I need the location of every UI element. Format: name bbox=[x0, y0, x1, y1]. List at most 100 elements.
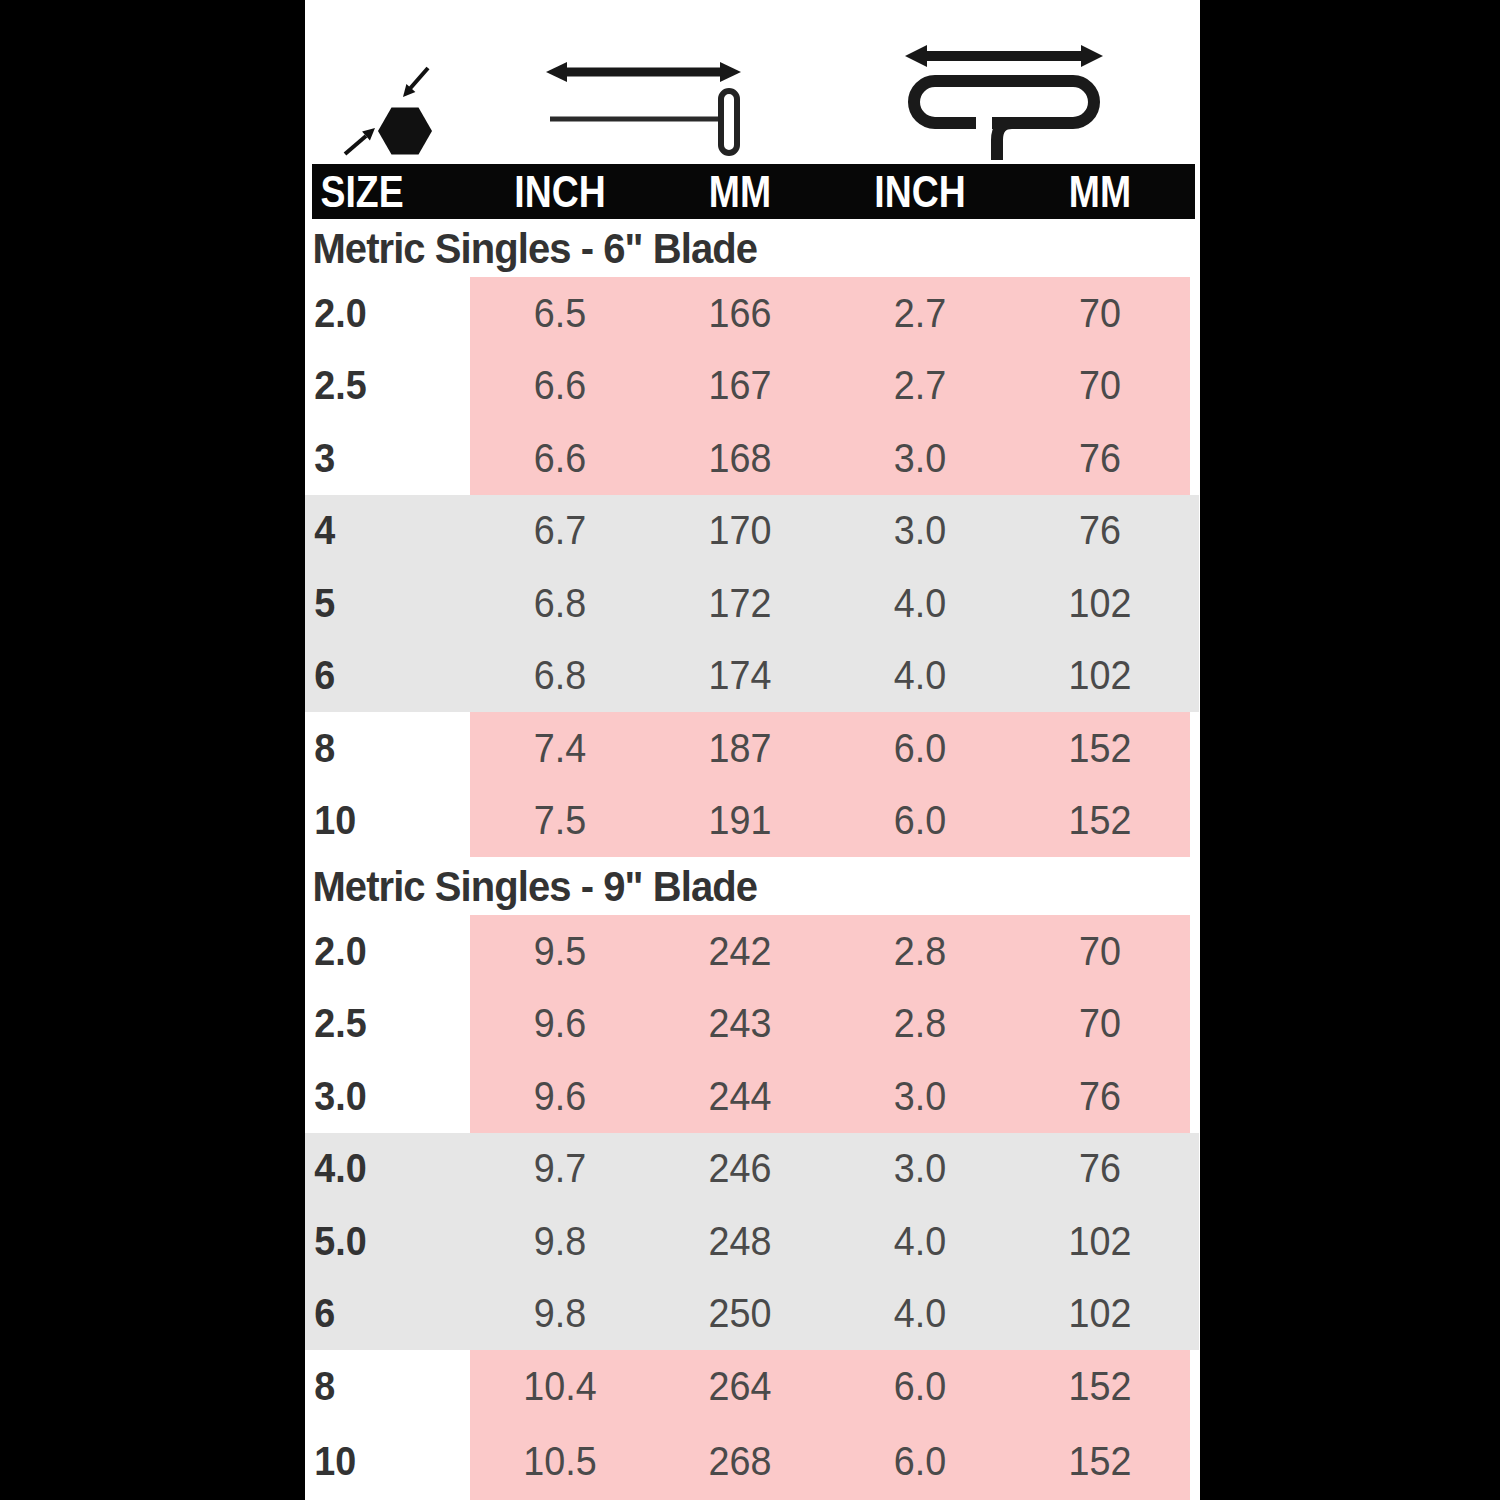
size-cell: 5 bbox=[305, 567, 457, 640]
value-cell: 4.0 bbox=[837, 1205, 1003, 1278]
spec-table: SIZE INCH MM INCH MM Metric Singles - 6"… bbox=[305, 0, 1200, 1500]
table-row: 66.81744.0102 bbox=[305, 640, 1199, 713]
value-cell: 6.6 bbox=[477, 350, 643, 423]
size-cell: 8 bbox=[305, 712, 457, 785]
table-row: 56.81724.0102 bbox=[305, 567, 1199, 640]
value-cell: 6.0 bbox=[837, 712, 1003, 785]
section-title: Metric Singles - 9" Blade bbox=[305, 857, 1137, 915]
table-row: 46.71703.076 bbox=[305, 495, 1199, 568]
row-values: 6.81724.0102 bbox=[470, 567, 1190, 640]
table-row: 107.51916.0152 bbox=[305, 785, 1200, 858]
value-cell: 3.0 bbox=[837, 422, 1003, 495]
size-cell: 3.0 bbox=[305, 1060, 457, 1133]
value-cell: 2.8 bbox=[837, 915, 1003, 988]
size-cell: 2.5 bbox=[305, 988, 457, 1061]
value-cell: 76 bbox=[1017, 1133, 1183, 1206]
table-header-row: SIZE INCH MM INCH MM bbox=[312, 164, 1195, 219]
value-cell: 76 bbox=[1017, 422, 1183, 495]
value-cell: 9.6 bbox=[477, 988, 643, 1061]
value-cell: 167 bbox=[657, 350, 823, 423]
value-cell: 250 bbox=[657, 1278, 823, 1351]
table-section: Metric Singles - 6" Blade2.06.51662.7702… bbox=[305, 219, 1200, 857]
row-values: 6.61672.770 bbox=[470, 350, 1190, 423]
value-cell: 2.7 bbox=[837, 350, 1003, 423]
value-cell: 268 bbox=[657, 1423, 823, 1500]
value-cell: 76 bbox=[1017, 495, 1183, 568]
size-cell: 4 bbox=[305, 495, 457, 568]
value-cell: 191 bbox=[657, 785, 823, 858]
table-row: 87.41876.0152 bbox=[305, 712, 1200, 785]
value-cell: 166 bbox=[657, 277, 823, 350]
value-cell: 174 bbox=[657, 640, 823, 713]
size-cell: 2.0 bbox=[305, 277, 457, 350]
value-cell: 4.0 bbox=[837, 567, 1003, 640]
value-cell: 4.0 bbox=[837, 640, 1003, 713]
size-cell: 2.5 bbox=[305, 350, 457, 423]
value-cell: 3.0 bbox=[837, 1060, 1003, 1133]
value-cell: 9.6 bbox=[477, 1060, 643, 1133]
value-cell: 70 bbox=[1017, 915, 1183, 988]
row-values: 9.62432.870 bbox=[470, 988, 1190, 1061]
value-cell: 7.4 bbox=[477, 712, 643, 785]
value-cell: 6.6 bbox=[477, 422, 643, 495]
size-cell: 3 bbox=[305, 422, 457, 495]
value-cell: 168 bbox=[657, 422, 823, 495]
value-cell: 76 bbox=[1017, 1060, 1183, 1133]
value-cell: 242 bbox=[657, 915, 823, 988]
header-data-columns: INCH MM INCH MM bbox=[470, 167, 1190, 217]
table-row: 2.06.51662.770 bbox=[305, 277, 1200, 350]
value-cell: 2.7 bbox=[837, 277, 1003, 350]
handle-length-icon bbox=[900, 28, 1110, 165]
row-values: 6.61683.076 bbox=[470, 422, 1190, 495]
table-row: 4.09.72463.076 bbox=[305, 1133, 1199, 1206]
row-values: 9.82484.0102 bbox=[470, 1205, 1190, 1278]
value-cell: 6.5 bbox=[477, 277, 643, 350]
value-cell: 6.0 bbox=[837, 785, 1003, 858]
page-background: SIZE INCH MM INCH MM Metric Singles - 6"… bbox=[0, 0, 1500, 1500]
size-cell: 10 bbox=[305, 785, 457, 858]
value-cell: 70 bbox=[1017, 277, 1183, 350]
table-sections: Metric Singles - 6" Blade2.06.51662.7702… bbox=[305, 219, 1200, 1500]
value-cell: 248 bbox=[657, 1205, 823, 1278]
value-cell: 2.8 bbox=[837, 988, 1003, 1061]
value-cell: 6.0 bbox=[837, 1423, 1003, 1500]
table-row: 1010.52686.0152 bbox=[305, 1423, 1200, 1500]
row-values: 9.62443.076 bbox=[470, 1060, 1190, 1133]
value-cell: 152 bbox=[1017, 1423, 1183, 1500]
table-row: 3.09.62443.076 bbox=[305, 1060, 1200, 1133]
row-values: 10.52686.0152 bbox=[470, 1423, 1190, 1500]
size-cell: 4.0 bbox=[305, 1133, 457, 1206]
column-icons bbox=[305, 0, 1200, 164]
value-cell: 9.8 bbox=[477, 1278, 643, 1351]
row-values: 7.41876.0152 bbox=[470, 712, 1190, 785]
value-cell: 170 bbox=[657, 495, 823, 568]
value-cell: 6.0 bbox=[837, 1350, 1003, 1423]
value-cell: 172 bbox=[657, 567, 823, 640]
value-cell: 6.7 bbox=[477, 495, 643, 568]
value-cell: 243 bbox=[657, 988, 823, 1061]
row-values: 9.52422.870 bbox=[470, 915, 1190, 988]
value-cell: 3.0 bbox=[837, 495, 1003, 568]
header-handle-mm: MM bbox=[1024, 167, 1177, 217]
value-cell: 3.0 bbox=[837, 1133, 1003, 1206]
value-cell: 264 bbox=[657, 1350, 823, 1423]
header-size: SIZE bbox=[312, 167, 446, 217]
table-row: 69.82504.0102 bbox=[305, 1278, 1199, 1351]
table-row: 5.09.82484.0102 bbox=[305, 1205, 1199, 1278]
row-values: 6.71703.076 bbox=[470, 495, 1190, 568]
value-cell: 4.0 bbox=[837, 1278, 1003, 1351]
size-cell: 6 bbox=[305, 640, 457, 713]
value-cell: 152 bbox=[1017, 712, 1183, 785]
value-cell: 7.5 bbox=[477, 785, 643, 858]
size-cell: 8 bbox=[305, 1350, 457, 1423]
header-handle-inch: INCH bbox=[844, 167, 997, 217]
table-row: 2.09.52422.870 bbox=[305, 915, 1200, 988]
value-cell: 246 bbox=[657, 1133, 823, 1206]
row-values: 6.51662.770 bbox=[470, 277, 1190, 350]
row-values: 9.82504.0102 bbox=[470, 1278, 1190, 1351]
section-title: Metric Singles - 6" Blade bbox=[305, 219, 1137, 277]
header-blade-mm: MM bbox=[664, 167, 817, 217]
table-row: 36.61683.076 bbox=[305, 422, 1200, 495]
value-cell: 6.8 bbox=[477, 567, 643, 640]
value-cell: 6.8 bbox=[477, 640, 643, 713]
